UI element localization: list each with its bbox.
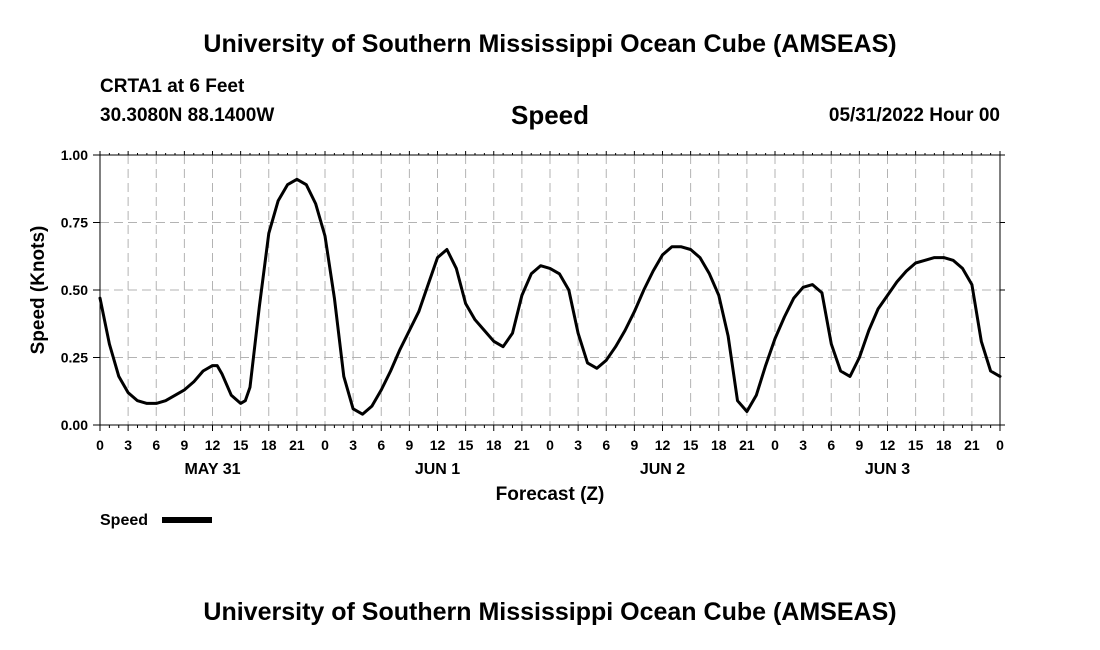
variable-title: Speed [510, 100, 590, 130]
y-axis-title: Speed (Knots) [28, 226, 49, 355]
x-tick-label: 9 [855, 437, 863, 453]
y-axis-tick-labels: 0.00 0.25 0.50 0.75 1.00 [61, 147, 88, 433]
x-tick-label: 6 [152, 437, 160, 453]
x-tick-label: 18 [261, 437, 277, 453]
station-label: CRTA1 at 6 Feet [100, 76, 245, 97]
x-tick-label: 3 [574, 437, 582, 453]
day-labels: MAY 31 JUN 1 JUN 2 JUN 3 [184, 461, 910, 478]
footer-title: University of Southern Mississippi Ocean… [203, 598, 897, 626]
x-tick-label: 0 [321, 437, 329, 453]
x-tick-label: 15 [908, 437, 924, 453]
x-tick-label: 15 [233, 437, 249, 453]
day-label: JUN 3 [865, 461, 910, 478]
day-label: JUN 1 [415, 461, 460, 478]
x-tick-label: 15 [683, 437, 699, 453]
x-tick-label: 0 [96, 437, 104, 453]
x-tick-label: 12 [430, 437, 446, 453]
y-tick-label: 0.00 [61, 417, 88, 433]
x-tick-label: 9 [405, 437, 413, 453]
legend-label: Speed [100, 512, 148, 529]
x-tick-label: 21 [964, 437, 980, 453]
x-tick-label: 3 [124, 437, 132, 453]
forecast-datetime: 05/31/2022 Hour 00 [828, 105, 1000, 126]
x-axis-title: Forecast (Z) [496, 484, 605, 505]
x-tick-label: 12 [205, 437, 221, 453]
x-tick-label: 6 [827, 437, 835, 453]
x-tick-label: 18 [711, 437, 727, 453]
x-tick-label: 6 [602, 437, 610, 453]
x-tick-label: 0 [546, 437, 554, 453]
chart-title: University of Southern Mississippi Ocean… [203, 30, 897, 58]
day-label: MAY 31 [184, 461, 240, 478]
x-tick-label: 6 [377, 437, 385, 453]
y-tick-label: 0.50 [61, 282, 88, 298]
y-tick-label: 1.00 [61, 147, 88, 163]
grid-lines [100, 155, 1000, 425]
speed-series-line [98, 177, 1002, 416]
y-tick-label: 0.25 [61, 350, 88, 366]
x-tick-label: 3 [799, 437, 807, 453]
x-tick-label: 0 [996, 437, 1004, 453]
x-tick-label: 9 [630, 437, 638, 453]
y-tick-label: 0.75 [61, 215, 88, 231]
x-tick-label: 18 [486, 437, 502, 453]
x-tick-label: 3 [349, 437, 357, 453]
x-tick-label: 12 [880, 437, 896, 453]
x-tick-label: 12 [655, 437, 671, 453]
x-tick-label: 15 [458, 437, 474, 453]
x-tick-label: 21 [514, 437, 530, 453]
x-tick-label: 21 [739, 437, 755, 453]
axis-ticks [93, 151, 1005, 431]
x-axis-tick-labels: 0 3 6 9 12 15 18 21 0 3 6 9 12 15 18 21 0 3 6 9 12 15 18 21 0 3 6 9… [96, 437, 1004, 453]
coordinates-label: 30.3080N 88.1400W [100, 105, 275, 126]
x-tick-label: 21 [289, 437, 305, 453]
x-tick-label: 0 [771, 437, 779, 453]
x-tick-label: 9 [180, 437, 188, 453]
x-tick-label: 18 [936, 437, 952, 453]
day-label: JUN 2 [640, 461, 685, 478]
